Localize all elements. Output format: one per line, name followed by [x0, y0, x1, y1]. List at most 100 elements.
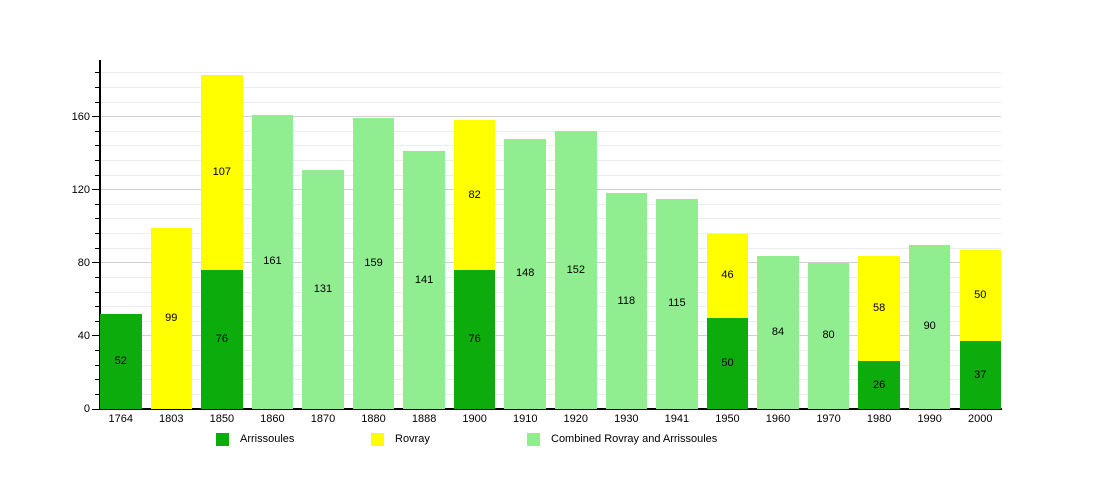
- x-axis-label: 1910: [512, 413, 538, 425]
- y-axis-tick: [95, 379, 99, 381]
- y-axis-tick: [95, 159, 99, 161]
- bar-value-label: 148: [516, 267, 535, 280]
- minor-gridline: [100, 145, 1001, 147]
- minor-gridline: [100, 159, 1001, 161]
- minor-gridline: [100, 320, 1001, 322]
- bar-value-label: 76: [215, 333, 228, 346]
- x-axis-label: 1880: [361, 413, 386, 425]
- bar-value-label: 131: [313, 282, 333, 295]
- bar-segment-combined-rovray-and-arrissoules-1941: [656, 198, 698, 409]
- minor-gridline: [100, 233, 1001, 235]
- legend-label: Rovray: [395, 433, 430, 445]
- y-axis-tick: [95, 306, 99, 308]
- bar-value-label: 152: [566, 263, 585, 276]
- minor-gridline: [100, 379, 1001, 381]
- y-axis-label: 0: [83, 403, 90, 415]
- y-axis-label: 80: [77, 256, 90, 269]
- major-gridline: [100, 335, 1001, 337]
- legend-label: Arrissoules: [240, 433, 295, 445]
- minor-gridline: [100, 364, 1001, 366]
- legend-item-arrissoules: Arrissoules: [216, 432, 294, 446]
- bar-value-label: 80: [822, 329, 835, 342]
- bar-value-label: 118: [617, 294, 636, 307]
- bar-segment-combined-rovray-and-arrissoules-1930: [605, 193, 648, 409]
- bar-segment-rovray-1980: [858, 255, 900, 362]
- bar-value-label: 37: [974, 368, 987, 381]
- bar-segment-rovray-1950: [706, 233, 749, 318]
- bar-value-label: 84: [771, 325, 785, 338]
- y-axis-tick: [95, 218, 99, 220]
- minor-gridline: [100, 174, 1001, 176]
- minor-gridline: [100, 247, 1001, 249]
- legend-swatch-rovray: [371, 432, 384, 446]
- x-axis-label: 1941: [664, 413, 690, 425]
- bar-segment-arrissoules-1850: [201, 270, 243, 409]
- x-axis-label: 1980: [866, 413, 892, 425]
- bar-value-label: 26: [873, 378, 886, 391]
- y-axis-tick: [95, 247, 99, 249]
- y-axis-tick: [95, 233, 99, 235]
- minor-gridline: [100, 130, 1001, 132]
- legend-swatch-arrissoules: [216, 432, 229, 446]
- bar-value-label: 107: [212, 165, 232, 178]
- y-axis-tick: [95, 101, 99, 103]
- y-axis-line: [99, 60, 101, 410]
- y-axis-tick: [92, 116, 99, 118]
- bar-value-label: 115: [668, 297, 686, 310]
- bar-segment-combined-rovray-and-arrissoules-1888: [403, 151, 445, 409]
- x-axis-label: 2000: [968, 413, 993, 425]
- x-axis-label: 1764: [108, 413, 133, 425]
- bar-value-label: 76: [468, 333, 481, 346]
- x-axis-label: 1920: [563, 413, 588, 425]
- x-axis-label: 1900: [462, 413, 487, 425]
- bar-value-label: 90: [923, 320, 936, 333]
- bar-segment-rovray-1900: [453, 120, 496, 271]
- y-axis-tick: [92, 189, 99, 191]
- bar-value-label: 50: [721, 356, 734, 369]
- minor-gridline: [100, 218, 1001, 220]
- minor-gridline: [100, 306, 1001, 308]
- major-gridline: [100, 262, 1001, 264]
- y-axis-tick: [95, 86, 99, 88]
- major-gridline: [100, 116, 1001, 118]
- bar-value-label: 99: [165, 312, 178, 325]
- bar-segment-rovray-1803: [150, 228, 193, 409]
- y-axis-tick: [92, 335, 99, 337]
- bar-segment-arrissoules-1950: [706, 317, 749, 409]
- x-axis-label: 1850: [209, 413, 235, 425]
- major-gridline: [100, 189, 1001, 191]
- bar-value-label: 141: [414, 273, 434, 286]
- bar-segment-rovray-2000: [959, 250, 1001, 342]
- minor-gridline: [100, 86, 1001, 88]
- y-axis-tick: [95, 291, 99, 293]
- minor-gridline: [100, 72, 1001, 74]
- bar-segment-combined-rovray-and-arrissoules-1990: [908, 244, 951, 409]
- bar-segment-combined-rovray-and-arrissoules-1910: [504, 138, 546, 409]
- y-axis-label: 160: [71, 110, 90, 123]
- bar-segment-arrissoules-1764: [100, 313, 142, 409]
- bar-segment-combined-rovray-and-arrissoules-1860: [251, 114, 294, 409]
- x-axis-label: 1803: [159, 413, 184, 425]
- y-axis-tick: [95, 203, 99, 205]
- bar-segment-arrissoules-2000: [959, 341, 1001, 409]
- bar-value-label: 52: [114, 354, 127, 367]
- minor-gridline: [100, 291, 1001, 293]
- bar-segment-combined-rovray-and-arrissoules-1880: [352, 118, 395, 409]
- bar-segment-arrissoules-1980: [858, 361, 900, 409]
- bar-value-label: 58: [873, 302, 886, 314]
- legend-label: Combined Rovray and Arrissoules: [551, 433, 718, 445]
- y-axis-tick: [95, 130, 99, 132]
- bar-value-label: 82: [468, 188, 481, 201]
- bar-segment-arrissoules-1900: [453, 270, 496, 409]
- y-axis-tick: [95, 350, 99, 352]
- x-axis-label: 1990: [917, 413, 942, 425]
- y-axis-tick: [95, 72, 99, 74]
- bar-segment-combined-rovray-and-arrissoules-1920: [555, 131, 597, 409]
- x-axis-label: 1950: [715, 413, 740, 425]
- minor-gridline: [100, 203, 1001, 205]
- bar-value-label: 159: [364, 257, 383, 270]
- y-axis-label: 40: [77, 329, 90, 342]
- bar-segment-combined-rovray-and-arrissoules-1960: [757, 255, 799, 409]
- x-axis-label: 1860: [260, 413, 285, 425]
